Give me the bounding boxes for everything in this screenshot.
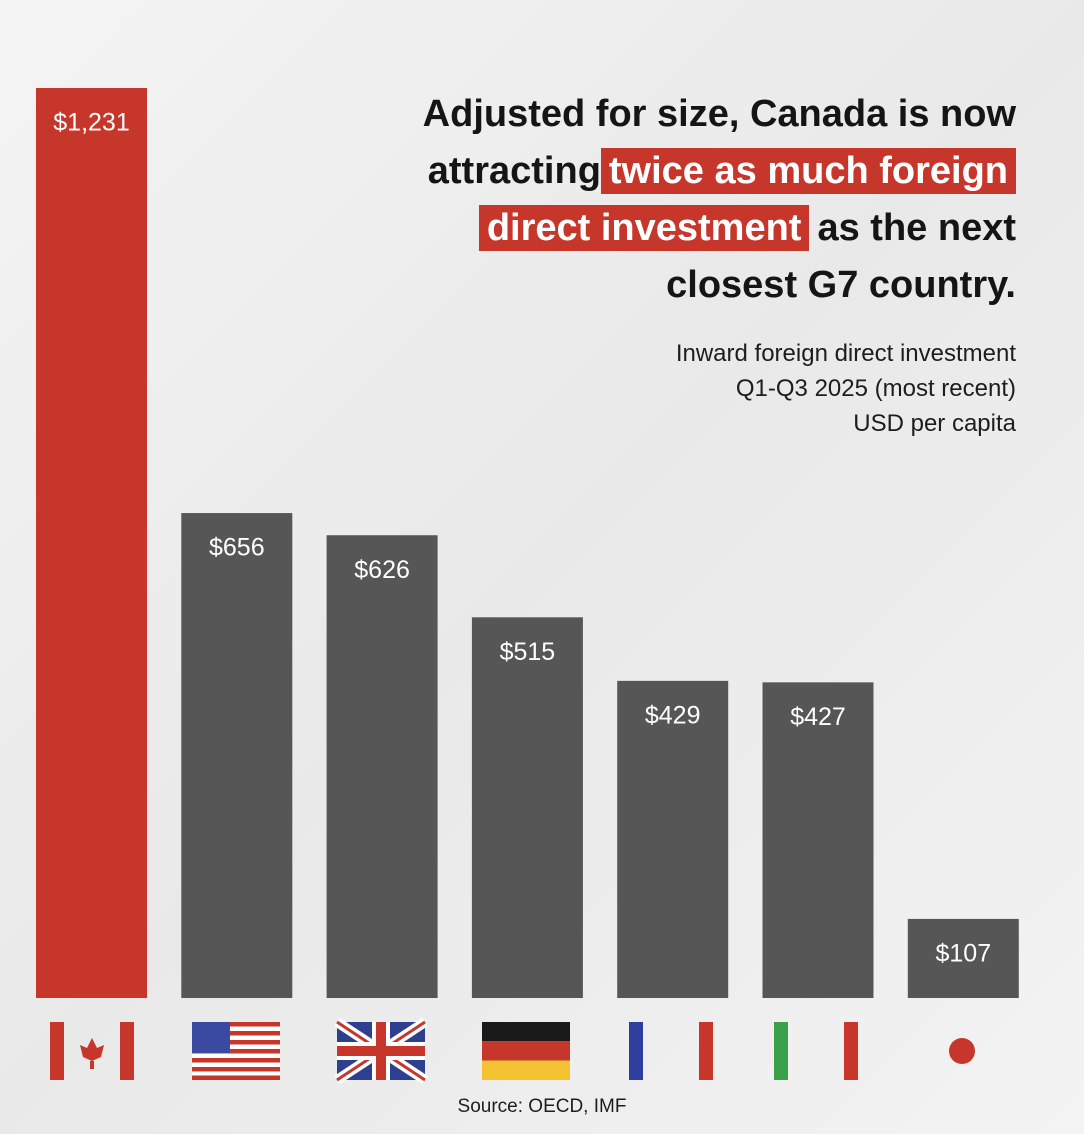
flag-france <box>629 1022 713 1080</box>
bar <box>762 682 874 998</box>
flag-canada <box>50 1022 134 1080</box>
flags <box>50 1017 975 1085</box>
bar <box>907 918 1019 998</box>
title-highlight: direct investment <box>478 205 810 251</box>
chart-subtitle: Inward foreign direct investment Q1-Q3 20… <box>676 336 1016 441</box>
chart-title: Adjusted for size, Canada is now attracti… <box>415 86 1016 314</box>
flag-japan <box>949 1038 975 1064</box>
source-note: Source: OECD, IMF <box>457 1096 627 1117</box>
bar <box>617 680 729 998</box>
value-label: $429 <box>645 701 701 729</box>
flag-italy <box>774 1022 858 1080</box>
value-label: $515 <box>500 638 556 666</box>
value-label: $1,231 <box>53 109 129 137</box>
value-label: $626 <box>354 556 410 584</box>
title-text: attracting <box>427 150 601 192</box>
value-label: $656 <box>209 534 265 562</box>
subtitle-line: Q1-Q3 2025 (most recent) <box>735 375 1016 402</box>
flag-uk <box>334 1017 428 1085</box>
value-label: $107 <box>935 940 991 968</box>
title-text: as the next <box>817 207 1016 249</box>
bar <box>36 88 147 998</box>
title-text: closest G7 country. <box>666 264 1016 306</box>
title-line: Adjusted for size, Canada is now <box>415 86 1016 143</box>
title-line: closest G7 country. <box>415 257 1016 314</box>
bar <box>326 535 438 998</box>
title-line: direct investment as the next <box>415 200 1016 257</box>
subtitle-line: Inward foreign direct investment <box>675 340 1016 367</box>
flag-germany <box>482 1022 570 1080</box>
bar <box>471 617 583 998</box>
title-highlight: twice as much foreign <box>600 148 1016 194</box>
subtitle-line: USD per capita <box>853 410 1016 437</box>
bar <box>181 513 293 998</box>
title-line: attracting twice as much foreign <box>415 143 1016 200</box>
flag-usa <box>192 1022 280 1080</box>
title-text: Adjusted for size, Canada is now <box>422 93 1016 135</box>
value-label: $427 <box>790 703 846 731</box>
